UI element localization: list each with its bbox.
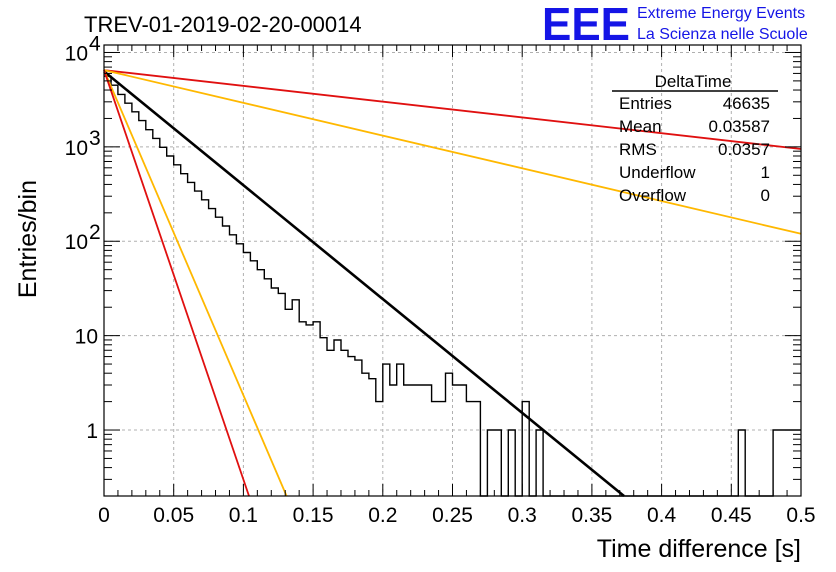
stats-box: DeltaTime Entries 46635 Mean 0.03587 RMS 0.03… xyxy=(612,72,778,205)
axis-ticks xyxy=(103,45,802,497)
x-tick-label: 0.35 xyxy=(571,504,612,527)
fit-lines xyxy=(103,69,802,498)
stats-value: 0 xyxy=(761,186,770,205)
run-title: TREV-01-2019-02-20-00014 xyxy=(84,12,362,37)
fit-line xyxy=(103,69,802,235)
y-tick-exponent: 4 xyxy=(89,32,101,55)
stats-value: 0.0357 xyxy=(718,140,770,159)
stats-label: Underflow xyxy=(619,163,696,182)
x-tick-label: 0.25 xyxy=(432,504,473,527)
x-tick-label: 0.5 xyxy=(786,504,815,527)
y-tick-label: 10 xyxy=(75,326,98,349)
stats-value: 1 xyxy=(761,163,770,182)
fit-line xyxy=(103,69,250,497)
stats-value: 0.03587 xyxy=(709,117,770,136)
fit-line xyxy=(103,69,288,497)
y-tick-exponent: 2 xyxy=(89,221,101,244)
x-tick-label: 0.1 xyxy=(229,504,258,527)
y-tick-label: 10 xyxy=(65,137,88,160)
logo-letters: EEE xyxy=(542,0,630,50)
stats-label: Overflow xyxy=(619,186,687,205)
x-tick-label: 0 xyxy=(98,504,110,527)
stats-label: RMS xyxy=(619,140,657,159)
fit-line xyxy=(103,69,802,150)
logo-line-2: La Scienza nelle Scuole xyxy=(637,26,808,43)
stats-name: DeltaTime xyxy=(655,72,732,91)
fit-line xyxy=(103,70,625,498)
x-tick-label: 0.15 xyxy=(293,504,334,527)
y-axis-title: Entries/bin xyxy=(14,180,42,298)
stats-label: Mean xyxy=(619,117,662,136)
y-tick-label: 1 xyxy=(86,420,98,443)
x-tick-label: 0.45 xyxy=(711,504,752,527)
y-tick-exponent: 3 xyxy=(89,127,101,150)
x-tick-label: 0.4 xyxy=(647,504,677,527)
x-tick-label: 0.05 xyxy=(153,504,194,527)
x-tick-label: 0.2 xyxy=(368,504,397,527)
y-tick-label: 10 xyxy=(65,42,88,65)
x-tick-labels: 0 0.05 0.1 0.15 0.2 0.25 0.3 0.35 0.4 0.45 0.5 xyxy=(98,504,815,527)
grid xyxy=(103,45,802,496)
stats-label: Entries xyxy=(619,94,672,113)
eee-logo: EEE Extreme Energy Events La Scienza nel… xyxy=(542,0,808,50)
logo-line-1: Extreme Energy Events xyxy=(637,5,805,22)
y-tick-label: 10 xyxy=(65,231,88,254)
x-axis-title: Time difference [s] xyxy=(597,535,801,563)
stats-value: 46635 xyxy=(723,94,770,113)
x-tick-label: 0.3 xyxy=(508,504,537,527)
